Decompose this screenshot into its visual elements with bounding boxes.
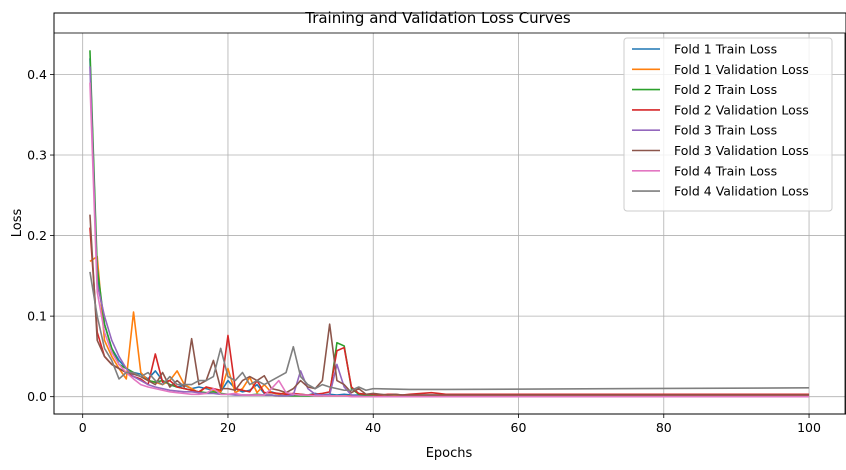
- series-lines: [89, 50, 810, 398]
- fold-4-train-loss-line: [89, 82, 810, 398]
- fold-2-validation-loss-line: [89, 227, 810, 396]
- legend-label-fold-4-train-loss: Fold 4 Train Loss: [674, 163, 777, 178]
- legend-label-fold-2-validation-loss: Fold 2 Validation Loss: [674, 102, 809, 117]
- legend-label-fold-3-train-loss: Fold 3 Train Loss: [674, 123, 777, 138]
- x-tick-label: 80: [656, 420, 672, 435]
- y-tick-label: 0.2: [27, 228, 47, 243]
- x-tick-label: 20: [220, 420, 236, 435]
- legend-label-fold-3-validation-loss: Fold 3 Validation Loss: [674, 143, 809, 158]
- chart-title: Training and Validation Loss Curves: [304, 9, 571, 27]
- legend-label-fold-4-validation-loss: Fold 4 Validation Loss: [674, 184, 809, 199]
- fold-4-validation-loss-line: [89, 271, 810, 392]
- y-tick-label: 0.3: [27, 148, 47, 163]
- x-axis-label: Epochs: [426, 446, 473, 461]
- legend: Fold 1 Train Loss Fold 1 Validation Loss F…: [623, 37, 833, 212]
- x-tick-label: 100: [797, 420, 821, 435]
- y-tick-label: 0.4: [27, 67, 47, 82]
- y-tick-label: 0.0: [27, 389, 47, 404]
- x-tick-label: 40: [365, 420, 381, 435]
- axis-ticks: 0 20 40 60 80 100 0.0 0.1 0.2 0.3 0.4: [27, 67, 821, 435]
- legend-box: [623, 37, 833, 212]
- legend-label-fold-2-train-loss: Fold 2 Train Loss: [674, 82, 777, 97]
- x-tick-label: 0: [79, 420, 87, 435]
- fold-3-train-loss-line: [89, 66, 810, 398]
- legend-label-fold-1-validation-loss: Fold 1 Validation Loss: [674, 62, 809, 77]
- x-tick-label: 60: [511, 420, 527, 435]
- y-tick-label: 0.1: [27, 309, 47, 324]
- y-axis-label: Loss: [10, 209, 25, 238]
- fold-3-validation-loss-line: [89, 214, 810, 396]
- legend-label-fold-1-train-loss: Fold 1 Train Loss: [674, 42, 777, 57]
- plot-frame-inner: [53, 32, 846, 415]
